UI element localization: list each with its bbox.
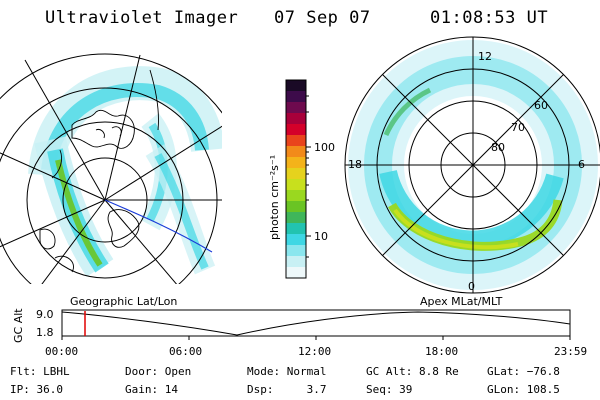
colorbar-tick-100: 100 <box>314 141 335 154</box>
altitude-ytick-9: 9.0 <box>36 308 54 321</box>
timeline-tick-1800: 18:00 <box>425 345 459 358</box>
timeline-tick-2359: 23:59 <box>554 345 588 358</box>
timeline-tick-0600: 06:00 <box>169 345 203 358</box>
colorbar-minor-ticks <box>306 95 309 258</box>
colorbar: 100 10 photon cm⁻²s⁻¹ <box>268 79 335 279</box>
colorbar-cell <box>286 102 306 114</box>
geographic-panel <box>0 53 222 284</box>
geo-coastlines <box>39 69 159 273</box>
colorbar-cell <box>286 135 306 147</box>
time-label: 01:08:53 UT <box>430 8 549 28</box>
colorbar-cell <box>286 212 306 224</box>
colorbar-cell <box>286 223 306 235</box>
colorbar-cell <box>286 190 306 202</box>
app-title: Ultraviolet Imager <box>45 8 239 28</box>
status-gain: Gain: 14 <box>125 383 178 396</box>
colorbar-cell <box>286 179 306 191</box>
colorbar-cell <box>286 245 306 257</box>
status-door: Door: Open <box>125 365 192 378</box>
status-glat: GLat: −76.8 <box>487 365 560 378</box>
colorbar-cell <box>286 201 306 213</box>
colorbar-cell <box>286 256 306 268</box>
altitude-ytick-1: 1.8 <box>36 326 54 339</box>
status-filter: Flt: LBHL <box>10 365 70 378</box>
altitude-x-ticks <box>61 336 571 340</box>
apex-lat-60: 60 <box>534 99 548 112</box>
apex-caption: Apex MLat/MLT <box>420 295 503 308</box>
altitude-plot-frame <box>61 309 571 337</box>
timeline-tick-1200: 12:00 <box>298 345 332 358</box>
apex-mlt-18: 18 <box>348 158 362 171</box>
geo-aurora-emission <box>28 66 222 277</box>
apex-mlt-12: 12 <box>478 50 492 63</box>
altitude-ylabel: GC Alt <box>12 308 25 343</box>
apex-mlt-lines <box>345 37 600 293</box>
altitude-plot: 9.0 1.8 GC Alt <box>12 308 571 343</box>
status-seq: Seq: 39 <box>366 383 413 396</box>
status-ip: IP: 36.0 <box>10 383 63 396</box>
altitude-curve <box>61 311 571 336</box>
status-glon: GLon: 108.5 <box>487 383 560 396</box>
colorbar-cell <box>286 124 306 136</box>
geo-caption: Geographic Lat/Lon <box>70 295 177 308</box>
colorbar-cell <box>286 146 306 158</box>
colorbar-tick-10: 10 <box>314 230 328 243</box>
colorbar-cell <box>286 168 306 180</box>
apex-lat-70: 70 <box>511 121 525 134</box>
status-dsp: Dsp: 3.7 <box>247 383 327 396</box>
colorbar-cells <box>286 80 306 279</box>
colorbar-cell <box>286 113 306 125</box>
apex-mlt-6: 6 <box>578 158 585 171</box>
geo-longitude-grid <box>0 54 222 284</box>
status-mode: Mode: Normal <box>247 365 327 378</box>
colorbar-cell <box>286 91 306 103</box>
colorbar-cell <box>286 80 306 92</box>
apex-panel: 12 18 6 0 60 70 80 <box>344 36 600 294</box>
status-gc-alt: GC Alt: 8.8 Re <box>366 365 459 378</box>
apex-mlt-0: 0 <box>468 280 475 293</box>
colorbar-cell <box>286 234 306 246</box>
colorbar-cell <box>286 267 306 279</box>
date-label: 07 Sep 07 <box>274 8 371 28</box>
colorbar-unit-label: photon cm⁻²s⁻¹ <box>268 155 281 240</box>
colorbar-cell <box>286 157 306 169</box>
apex-lat-80: 80 <box>491 141 505 154</box>
geo-scan-line <box>104 199 213 253</box>
colorbar-frame <box>285 79 307 279</box>
timeline-tick-0000: 00:00 <box>45 345 79 358</box>
